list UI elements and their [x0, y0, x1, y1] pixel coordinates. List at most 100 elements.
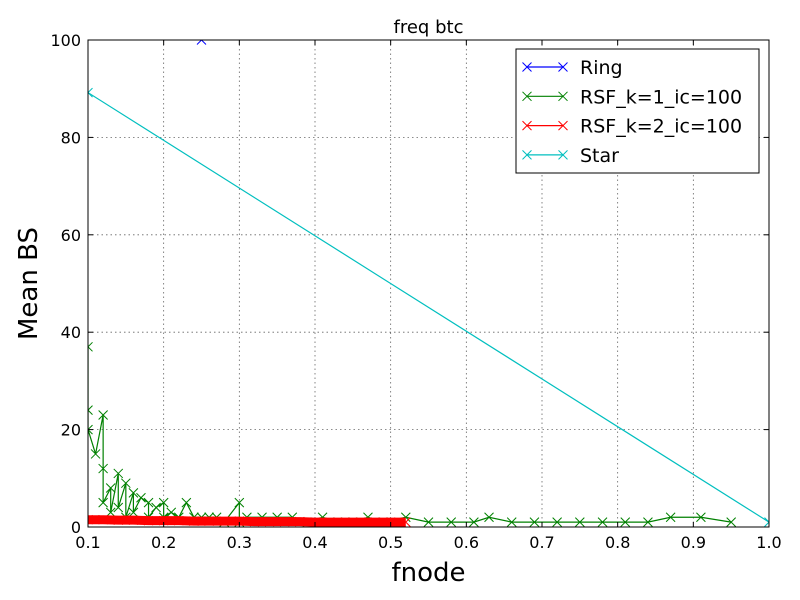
data-point-rsf-k-1-ic-100	[128, 488, 139, 498]
data-point-rsf-k-1-ic-100	[423, 517, 434, 527]
data-point-rsf-k-1-ic-100	[620, 517, 631, 527]
series-line-star	[88, 92, 769, 523]
data-point-rsf-k-1-ic-100	[665, 512, 676, 523]
data-point-rsf-k-2-ic-100	[234, 516, 245, 527]
chart-title: freq btc	[394, 17, 464, 38]
legend-marker	[522, 62, 532, 72]
y-tick-label: 80	[61, 128, 81, 147]
x-tick-label: 0.9	[681, 533, 706, 552]
data-point-rsf-k-1-ic-100	[484, 512, 494, 523]
legend: Ring RSF_k=1_ic=100 RSF_k=2_ic=100 Star	[515, 48, 760, 174]
y-tick-label: 0	[71, 518, 81, 537]
legend-box	[515, 48, 760, 174]
data-point-rsf-k-2-ic-100	[128, 515, 139, 526]
legend-label: Star	[580, 145, 619, 167]
data-point-rsf-k-2-ic-100	[98, 514, 108, 525]
data-point-rsf-k-2-ic-100	[143, 515, 154, 526]
legend-label: RSF_k=2_ic=100	[580, 116, 742, 138]
data-point-rsf-k-1-ic-100	[90, 449, 101, 459]
x-tick-label: 0.8	[605, 533, 630, 552]
data-point-rsf-k-1-ic-100	[234, 497, 245, 508]
x-tick-label: 0.6	[454, 533, 479, 552]
data-point-rsf-k-1-ic-100	[88, 405, 93, 415]
data-point-rsf-k-2-ic-100	[219, 516, 230, 527]
legend-item-star: Star	[522, 145, 619, 167]
legend-marker	[558, 91, 568, 102]
data-point-rsf-k-2-ic-100	[279, 516, 290, 527]
data-point-star	[88, 87, 93, 98]
data-point-rsf-k-2-ic-100	[173, 515, 184, 526]
data-point-rsf-k-1-ic-100	[98, 463, 108, 474]
data-point-rsf-k-2-ic-100	[113, 515, 124, 526]
data-point-rsf-k-1-ic-100	[696, 512, 706, 523]
series-star	[88, 87, 769, 527]
data-point-rsf-k-2-ic-100	[370, 517, 381, 527]
data-point-rsf-k-2-ic-100	[400, 517, 411, 527]
y-tick-label: 100	[50, 31, 81, 50]
data-point-rsf-k-1-ic-100	[597, 517, 608, 527]
data-point-rsf-k-1-ic-100	[98, 410, 108, 420]
legend-item-rsf-k-1-ic-100: RSF_k=1_ic=100	[522, 86, 742, 108]
data-point-rsf-k-1-ic-100	[88, 341, 93, 352]
data-point-rsf-k-1-ic-100	[128, 507, 139, 518]
legend-label: RSF_k=1_ic=100	[580, 86, 742, 108]
y-tick-label: 20	[61, 421, 81, 440]
x-tick-label: 0.5	[378, 533, 403, 552]
series-ring	[196, 40, 207, 45]
data-point-rsf-k-1-ic-100	[181, 497, 192, 508]
data-point-rsf-k-1-ic-100	[113, 468, 124, 479]
data-point-rsf-k-2-ic-100	[340, 517, 351, 527]
data-point-rsf-k-2-ic-100	[249, 516, 260, 527]
data-point-rsf-k-1-ic-100	[120, 478, 131, 489]
ticks: 0.1 0.2 0.3 0.4 0.5 0.6 0.7 0.8 0.9 1.0 0 20 40 60 80 1…	[50, 31, 781, 552]
data-point-rsf-k-1-ic-100	[143, 497, 154, 508]
data-point-rsf-k-1-ic-100	[166, 507, 177, 518]
data-point-rsf-k-1-ic-100	[136, 492, 146, 503]
series-line-rsf-k-2-ic-100	[88, 515, 406, 527]
legend-marker	[558, 150, 568, 160]
legend-label: Ring	[580, 57, 623, 79]
data-point-rsf-k-1-ic-100	[506, 517, 517, 527]
x-tick-label: 0.7	[529, 533, 554, 552]
data-point-rsf-k-1-ic-100	[726, 517, 737, 527]
data-point-rsf-k-1-ic-100	[105, 483, 116, 493]
data-point-rsf-k-1-ic-100	[574, 517, 585, 527]
y-axis-label: Mean BS	[14, 227, 44, 340]
data-point-rsf-k-1-ic-100	[643, 517, 653, 527]
x-tick-label: 1.0	[756, 533, 781, 552]
data-point-rsf-k-2-ic-100	[88, 514, 93, 525]
series-rsf-k-2-ic-100	[88, 514, 411, 527]
data-point-rsf-k-2-ic-100	[355, 517, 366, 527]
y-tick-label: 40	[61, 323, 81, 342]
y-tick-label: 60	[61, 226, 81, 245]
x-tick-label: 0.3	[227, 533, 252, 552]
data-point-rsf-k-1-ic-100	[158, 497, 169, 508]
legend-item-ring: Ring	[522, 57, 623, 79]
data-point-rsf-k-1-ic-100	[469, 517, 479, 527]
data-point-rsf-k-2-ic-100	[189, 516, 199, 527]
data-point-rsf-k-1-ic-100	[88, 424, 93, 435]
x-axis-label: fnode	[391, 558, 465, 588]
x-tick-label: 0.4	[302, 533, 327, 552]
data-point-star	[764, 517, 769, 527]
data-point-rsf-k-1-ic-100	[552, 517, 562, 527]
data-point-rsf-k-1-ic-100	[151, 502, 161, 513]
data-point-ring	[196, 40, 207, 45]
data-point-rsf-k-1-ic-100	[113, 502, 124, 513]
legend-marker	[522, 120, 532, 131]
data-point-rsf-k-2-ic-100	[295, 516, 305, 527]
series-layer	[88, 40, 769, 527]
data-point-rsf-k-1-ic-100	[98, 497, 108, 508]
legend-marker	[522, 91, 532, 102]
x-tick-label: 0.1	[75, 533, 100, 552]
legend-item-rsf-k-2-ic-100: RSF_k=2_ic=100	[522, 116, 742, 138]
data-point-rsf-k-2-ic-100	[204, 516, 214, 527]
data-point-rsf-k-1-ic-100	[446, 517, 457, 527]
x-tick-label: 0.2	[151, 533, 176, 552]
data-point-rsf-k-2-ic-100	[264, 516, 275, 527]
legend-marker	[522, 150, 532, 160]
legend-marker	[558, 62, 568, 72]
data-point-rsf-k-1-ic-100	[529, 517, 540, 527]
data-point-rsf-k-2-ic-100	[325, 517, 335, 527]
